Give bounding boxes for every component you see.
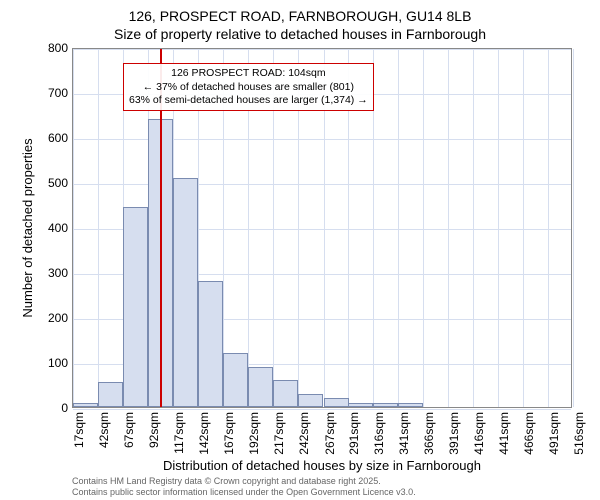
xtick-label: 17sqm (72, 412, 86, 472)
chart-title-address: 126, PROSPECT ROAD, FARNBOROUGH, GU14 8L… (0, 8, 600, 24)
footer-copyright-1: Contains HM Land Registry data © Crown c… (72, 476, 381, 486)
gridline-v (548, 49, 549, 407)
gridline-v (398, 49, 399, 407)
property-annotation: 126 PROSPECT ROAD: 104sqm← 37% of detach… (123, 63, 374, 110)
histogram-bar (273, 380, 298, 407)
annotation-line: 63% of semi-detached houses are larger (… (129, 94, 368, 107)
xtick-label: 341sqm (397, 412, 411, 472)
histogram-bar (223, 353, 248, 407)
histogram-bar (73, 403, 98, 408)
xtick-label: 391sqm (447, 412, 461, 472)
xtick-label: 466sqm (522, 412, 536, 472)
gridline-v (73, 49, 74, 407)
histogram-bar (373, 403, 398, 408)
ytick-label: 300 (28, 266, 68, 280)
annotation-line: 126 PROSPECT ROAD: 104sqm (129, 67, 368, 80)
ytick-label: 600 (28, 131, 68, 145)
gridline-v (473, 49, 474, 407)
annotation-line: ← 37% of detached houses are smaller (80… (129, 81, 368, 94)
xtick-label: 366sqm (422, 412, 436, 472)
xtick-label: 242sqm (297, 412, 311, 472)
histogram-bar (348, 403, 373, 408)
gridline-h (73, 409, 571, 410)
histogram-bar (173, 178, 198, 408)
xtick-label: 167sqm (222, 412, 236, 472)
xtick-label: 67sqm (122, 412, 136, 472)
xtick-label: 217sqm (272, 412, 286, 472)
gridline-v (98, 49, 99, 407)
histogram-bar (248, 367, 273, 408)
histogram-bar (298, 394, 323, 408)
histogram-bar (198, 281, 223, 407)
xtick-label: 291sqm (347, 412, 361, 472)
xtick-label: 491sqm (547, 412, 561, 472)
xtick-label: 92sqm (147, 412, 161, 472)
ytick-label: 500 (28, 176, 68, 190)
ytick-label: 0 (28, 401, 68, 415)
gridline-v (523, 49, 524, 407)
gridline-v (498, 49, 499, 407)
xtick-label: 441sqm (497, 412, 511, 472)
footer-copyright-2: Contains public sector information licen… (72, 487, 416, 497)
gridline-v (573, 49, 574, 407)
xtick-label: 42sqm (97, 412, 111, 472)
xtick-label: 117sqm (172, 412, 186, 472)
chart-title-subtitle: Size of property relative to detached ho… (0, 26, 600, 42)
histogram-bar (324, 398, 349, 407)
histogram-bar (398, 403, 423, 407)
ytick-label: 100 (28, 356, 68, 370)
ytick-label: 200 (28, 311, 68, 325)
xtick-label: 316sqm (372, 412, 386, 472)
gridline-v (423, 49, 424, 407)
histogram-bar (98, 382, 123, 407)
xtick-label: 267sqm (323, 412, 337, 472)
xtick-label: 192sqm (247, 412, 261, 472)
ytick-label: 700 (28, 86, 68, 100)
ytick-label: 400 (28, 221, 68, 235)
xtick-label: 416sqm (472, 412, 486, 472)
xtick-label: 142sqm (197, 412, 211, 472)
histogram-bar (123, 207, 148, 407)
ytick-label: 800 (28, 41, 68, 55)
gridline-v (448, 49, 449, 407)
xtick-label: 516sqm (572, 412, 586, 472)
plot-area: 126 PROSPECT ROAD: 104sqm← 37% of detach… (72, 48, 572, 408)
